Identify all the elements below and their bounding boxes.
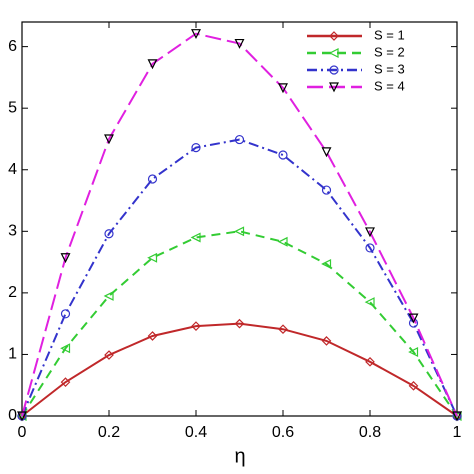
marker: [278, 324, 288, 335]
x-tick-label: 0.2: [98, 424, 120, 441]
marker: [191, 321, 201, 331]
series-line: [21, 230, 458, 417]
marker: [408, 313, 419, 324]
marker: [147, 59, 158, 70]
marker: [329, 82, 339, 93]
marker: [364, 297, 375, 308]
marker: [321, 258, 332, 269]
marker: [329, 31, 339, 41]
series-line: [21, 138, 458, 417]
x-tick-label: 0.8: [359, 424, 381, 441]
marker: [321, 147, 332, 158]
y-tick-label: 0: [8, 407, 17, 424]
marker: [278, 83, 288, 94]
series-line: [21, 322, 458, 417]
marker: [60, 377, 71, 387]
y-tick-label: 2: [8, 284, 17, 301]
marker: [408, 347, 419, 357]
x-tick-label: 0.6: [272, 424, 294, 441]
y-tick-label: 3: [8, 223, 17, 240]
plot-frame: [21, 21, 458, 417]
marker: [190, 232, 201, 243]
legend-label: S = 1: [374, 27, 405, 42]
marker: [60, 253, 71, 264]
marker: [365, 243, 375, 253]
y-tick-label: 4: [8, 161, 17, 178]
marker: [191, 142, 201, 153]
marker: [277, 236, 288, 247]
marker: [60, 309, 71, 319]
marker: [365, 227, 375, 238]
marker: [365, 356, 375, 367]
marker: [321, 185, 332, 195]
marker: [104, 134, 114, 145]
marker: [147, 331, 158, 341]
marker: [104, 229, 114, 239]
marker: [191, 29, 201, 40]
marker: [147, 252, 158, 263]
legend-label: S = 4: [374, 78, 405, 93]
marker: [104, 350, 114, 360]
marker: [60, 343, 71, 354]
marker: [17, 411, 27, 422]
marker: [234, 318, 245, 329]
x-tick-label: 0.4: [185, 424, 207, 441]
marker: [234, 226, 245, 237]
marker: [328, 48, 339, 58]
legend: S = 1 S = 2 S = 3 S = 4: [307, 27, 405, 93]
x-tick-label: 0: [18, 424, 27, 441]
legend-label: S = 3: [374, 61, 405, 76]
y-tick-label: 5: [8, 99, 17, 116]
marker: [452, 411, 462, 422]
y-tick-label: 1: [8, 346, 17, 363]
marker: [321, 336, 332, 346]
marker: [234, 38, 245, 49]
marker: [103, 290, 114, 301]
x-axis-label: η: [234, 445, 245, 467]
marker: [278, 150, 288, 160]
marker: [408, 380, 419, 391]
marker: [147, 174, 158, 184]
y-tick-label: 6: [8, 38, 17, 55]
x-tick-label: 1: [453, 424, 462, 441]
legend-label: S = 2: [374, 44, 405, 59]
series-line: [21, 32, 458, 417]
marker: [234, 134, 245, 145]
marker: [329, 65, 339, 75]
